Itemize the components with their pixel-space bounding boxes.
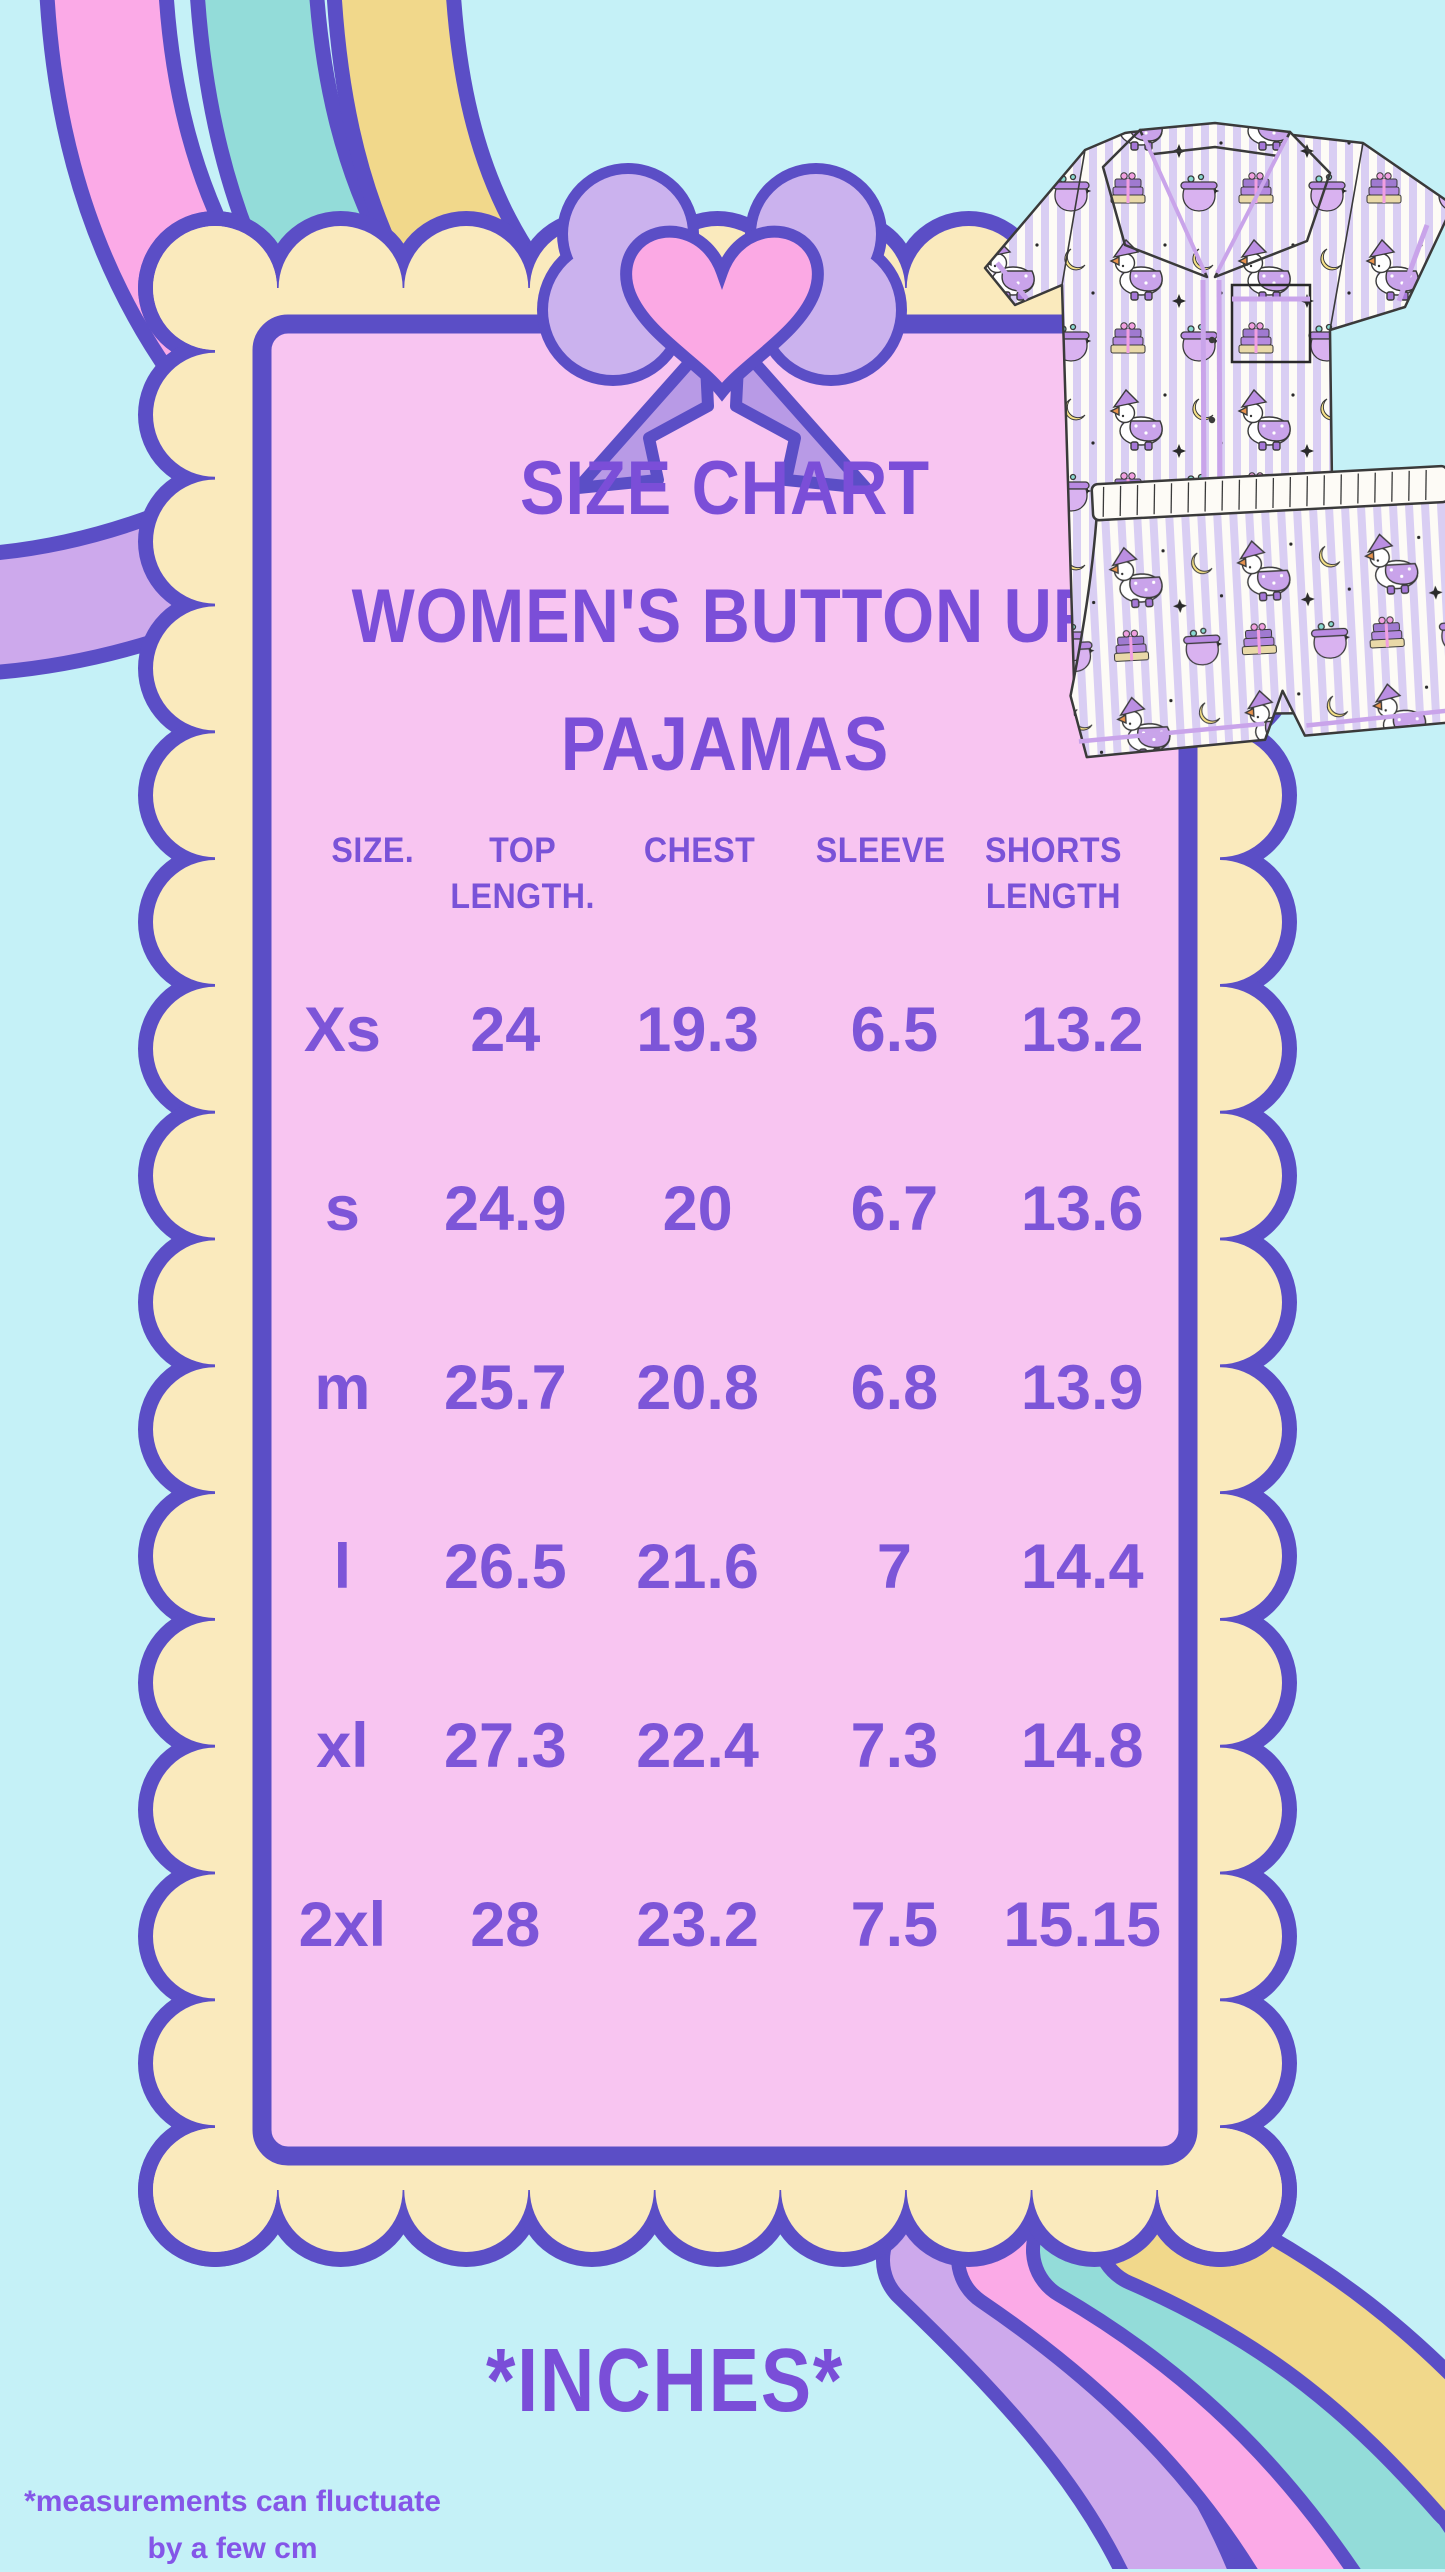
table-cell: 20.8 — [636, 1352, 759, 1423]
column-header-chest: CHEST — [643, 831, 756, 870]
table-cell: 19.3 — [636, 994, 759, 1065]
column-header-shorts-length: SHORTS LENGTH — [984, 831, 1122, 916]
table-cell: 20 — [662, 1173, 733, 1244]
shirt-pocket — [1230, 283, 1312, 364]
table-cell: 21.6 — [636, 1531, 759, 1602]
shorts-waistband — [1090, 464, 1445, 522]
title-line-2: WOMEN'S BUTTON UP — [351, 574, 1099, 659]
table-cell: 6.8 — [850, 1352, 939, 1423]
size-label: s — [324, 1173, 360, 1244]
title-line-1: SIZE CHART — [519, 446, 931, 531]
disclaimer-line-2: by a few cm — [147, 2532, 318, 2565]
table-cell: 27.3 — [443, 1710, 567, 1781]
table-cell: 13.2 — [1020, 994, 1144, 1065]
table-cell: 23.2 — [636, 1889, 759, 1960]
pajama-shorts — [1069, 464, 1445, 759]
units-note: *INCHES* — [486, 2331, 844, 2431]
table-cell: 7 — [876, 1531, 912, 1602]
table-cell: 15.15 — [1003, 1889, 1162, 1960]
table-cell: 13.6 — [1020, 1173, 1144, 1244]
table-cell: 28 — [470, 1889, 541, 1960]
size-table: Xs 24 19.3 6.5 13.2 s 24.9 20 6.7 13.6 m… — [270, 940, 1175, 2014]
size-label: l — [333, 1531, 352, 1602]
page-title: SIZE CHART WOMEN'S BUTTON UP PAJAMAS — [318, 425, 1133, 809]
pajama-set-image — [983, 121, 1445, 759]
table-cell: 14.4 — [1020, 1531, 1144, 1602]
table-cell: 24 — [470, 994, 541, 1065]
table-cell: 7.5 — [850, 1889, 939, 1960]
title-line-3: PAJAMAS — [560, 702, 890, 787]
size-label: m — [314, 1352, 371, 1423]
table-cell: 22.4 — [636, 1710, 759, 1781]
table-cell: 26.5 — [443, 1531, 567, 1602]
heart-icon — [620, 225, 824, 402]
size-label: 2xl — [298, 1889, 387, 1960]
bow-heart-icon — [537, 163, 907, 494]
measurement-disclaimer: *measurements can fluctuate by a few cm — [5, 2478, 460, 2572]
table-cell: 25.7 — [443, 1352, 567, 1423]
table-cell: 6.5 — [850, 994, 939, 1065]
column-header-sleeve: SLEEVE — [815, 831, 946, 870]
size-label: xl — [316, 1710, 369, 1781]
table-cell: 13.9 — [1020, 1352, 1144, 1423]
column-header-top-length: TOP LENGTH. — [450, 831, 595, 916]
disclaimer-line-1: *measurements can fluctuate — [24, 2485, 441, 2518]
table-cell: 24.9 — [443, 1173, 567, 1244]
table-cell: 14.8 — [1020, 1710, 1144, 1781]
table-cell: 7.3 — [850, 1710, 939, 1781]
table-cell: 6.7 — [850, 1173, 939, 1244]
column-header-size: SIZE. — [331, 831, 415, 870]
ribbon-bottom-right-icon — [876, 2176, 1445, 2569]
size-table-header: SIZE. TOP LENGTH. CHEST SLEEVE SHORTS LENG… — [306, 828, 1139, 920]
size-label: Xs — [303, 994, 381, 1065]
